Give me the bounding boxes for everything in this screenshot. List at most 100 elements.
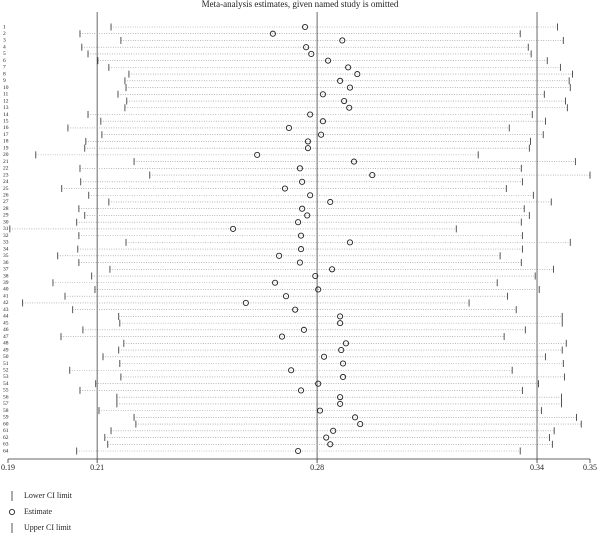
row-label: 56 xyxy=(3,394,9,400)
estimate xyxy=(315,380,322,387)
x-tick-label: 0.35 xyxy=(583,463,597,472)
estimate xyxy=(339,373,347,381)
x-tick-label: 0.21 xyxy=(90,463,104,472)
row-label: 16 xyxy=(3,125,9,131)
row-label: 58 xyxy=(3,408,9,414)
estimate xyxy=(342,340,349,347)
row-label: 62 xyxy=(3,435,9,441)
row-label: 31 xyxy=(3,226,9,232)
row-label: 41 xyxy=(3,293,9,299)
row-label: 7 xyxy=(3,65,6,71)
row-label: 20 xyxy=(3,152,9,158)
estimate xyxy=(352,414,359,421)
row-label: 28 xyxy=(3,206,9,212)
estimate xyxy=(304,145,312,152)
estimate xyxy=(295,219,302,226)
row-label: 53 xyxy=(3,374,9,380)
row-label: 5 xyxy=(3,51,6,57)
row-label: 49 xyxy=(3,347,9,353)
estimate xyxy=(339,37,346,44)
row-label: 45 xyxy=(3,320,9,326)
estimate xyxy=(327,198,334,206)
estimate xyxy=(292,306,299,313)
row-label: 30 xyxy=(3,219,9,225)
estimate xyxy=(350,158,358,165)
legend-text: Lower CI limit xyxy=(24,491,73,500)
estimate xyxy=(318,131,325,138)
row-label: 32 xyxy=(3,233,9,239)
estimate xyxy=(337,400,344,407)
estimate xyxy=(338,346,345,354)
row-label: 43 xyxy=(3,307,9,313)
estimate xyxy=(301,23,309,31)
row-label: 2 xyxy=(3,31,6,37)
estimate xyxy=(316,407,324,414)
row-label: 55 xyxy=(3,388,9,394)
row-label: 50 xyxy=(3,354,9,360)
estimate xyxy=(307,192,314,199)
row-label: 23 xyxy=(3,172,9,178)
row-label: 40 xyxy=(3,287,9,293)
estimate xyxy=(297,387,305,394)
row-label: 26 xyxy=(3,193,9,199)
estimate xyxy=(278,333,286,340)
row-label: 47 xyxy=(3,334,9,340)
row-label: 46 xyxy=(3,327,9,333)
row-label: 27 xyxy=(3,199,9,205)
estimate xyxy=(330,427,337,434)
estimate xyxy=(329,266,336,273)
row-label: 9 xyxy=(3,78,6,84)
estimate xyxy=(288,367,295,374)
estimate xyxy=(337,313,344,320)
row-label: 18 xyxy=(3,139,9,145)
row-label: 14 xyxy=(3,112,9,118)
x-tick-label: 0.19 xyxy=(1,463,15,472)
row-label: 36 xyxy=(3,260,9,266)
estimate xyxy=(369,172,376,179)
row-label: 4 xyxy=(3,44,6,50)
estimate xyxy=(320,353,328,360)
estimate xyxy=(272,279,279,286)
legend-symbol xyxy=(8,508,16,516)
estimate xyxy=(323,434,330,441)
row-label: 8 xyxy=(3,71,6,77)
estimate xyxy=(312,272,319,280)
row-label: 15 xyxy=(3,118,9,124)
estimate xyxy=(315,286,322,293)
row-label: 48 xyxy=(3,341,9,347)
row-label: 1 xyxy=(3,24,6,30)
estimate xyxy=(346,84,354,91)
row-label: 33 xyxy=(3,240,9,246)
estimate xyxy=(299,205,306,212)
estimate xyxy=(319,91,326,98)
estimate xyxy=(324,57,332,64)
x-tick-label: 0.34 xyxy=(530,463,544,472)
estimate xyxy=(354,71,361,78)
estimate xyxy=(296,259,303,266)
estimate xyxy=(346,239,354,246)
row-label: 29 xyxy=(3,213,9,219)
row-label: 39 xyxy=(3,280,9,286)
legend-text: Estimate xyxy=(24,507,52,516)
row-label: 63 xyxy=(3,442,9,448)
row-label: 42 xyxy=(3,300,9,306)
row-label: 22 xyxy=(3,166,9,172)
estimate xyxy=(345,64,352,71)
row-label: 60 xyxy=(3,421,9,427)
row-label: 35 xyxy=(3,253,9,259)
estimate xyxy=(297,246,305,253)
legend-text: Upper CI limit xyxy=(24,523,72,532)
row-label: 61 xyxy=(3,428,9,434)
row-label: 11 xyxy=(3,92,9,98)
row-label: 51 xyxy=(3,361,9,367)
row-label: 44 xyxy=(3,314,9,320)
row-label: 10 xyxy=(3,85,9,91)
estimate xyxy=(303,44,310,51)
row-label: 57 xyxy=(3,401,9,407)
estimate xyxy=(296,165,303,172)
row-label: 34 xyxy=(3,246,9,252)
row-label: 6 xyxy=(3,58,6,64)
row-label: 25 xyxy=(3,186,9,192)
row-label: 19 xyxy=(3,145,9,151)
